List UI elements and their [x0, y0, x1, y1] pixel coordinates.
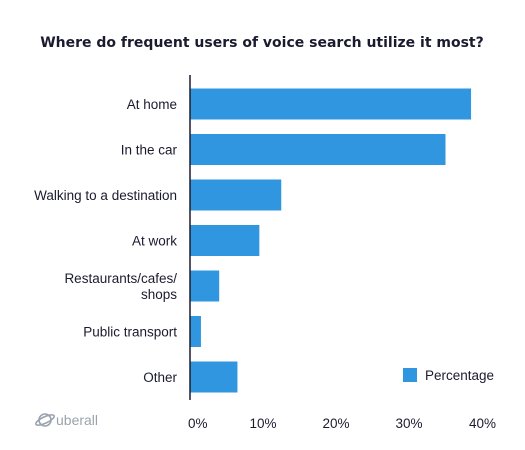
x-tick-label-0: 0%	[188, 416, 208, 431]
bar-6	[190, 361, 238, 393]
legend-label: Percentage	[425, 368, 494, 383]
bar-1	[190, 134, 446, 165]
logo-text: uberall	[56, 412, 98, 428]
x-tick-label-1: 10%	[249, 416, 276, 431]
category-label-5: Public transport	[83, 325, 177, 340]
category-label-4: Restaurants/cafes/shops	[64, 271, 177, 302]
category-label-0: At home	[127, 97, 177, 112]
bar-0	[190, 88, 472, 120]
x-tick-labels: 0% 10% 20% 30% 40%	[188, 416, 496, 431]
chart-title: Where do frequent users of voice search …	[40, 35, 484, 51]
bar-5	[190, 316, 201, 347]
category-label-1: In the car	[121, 143, 178, 158]
legend: Percentage	[403, 368, 494, 383]
planet-icon	[35, 413, 55, 427]
category-labels: At home In the car Walking to a destinatio…	[34, 97, 177, 385]
x-tick-label-4: 40%	[469, 416, 496, 431]
category-label-2: Walking to a destination	[34, 188, 177, 203]
x-tick-label-3: 30%	[395, 416, 422, 431]
bar-3	[190, 225, 260, 256]
category-label-6: Other	[143, 370, 177, 385]
bar-4	[190, 270, 220, 302]
bars-group	[190, 88, 472, 393]
uberall-logo: uberall	[35, 412, 98, 428]
legend-swatch	[403, 368, 417, 382]
x-tick-label-2: 20%	[322, 416, 349, 431]
category-label-3: At work	[132, 234, 177, 249]
bar-2	[190, 179, 282, 211]
